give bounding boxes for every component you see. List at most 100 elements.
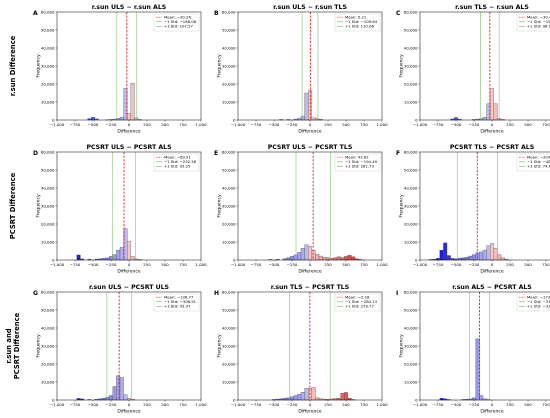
y-tick-label: 50,000: [222, 27, 236, 32]
x-axis-label: Difference: [298, 269, 321, 275]
y-tick-label: 0: [233, 117, 236, 122]
legend-entry: +1 Std: 98.90: [527, 24, 550, 29]
legend-entry: +1 Std: 281.73: [345, 164, 374, 169]
row-label-combined-line2: PCSRT Difference: [13, 312, 21, 379]
histogram-bar: [493, 248, 498, 261]
panel-letter: F: [396, 150, 400, 157]
histogram-bar: [333, 257, 338, 261]
legend-entry: Mean: −2.18: [345, 294, 370, 299]
y-tick-label: 0: [233, 257, 236, 262]
y-tick-label: 30,000: [404, 63, 418, 68]
histogram-bar: [322, 256, 327, 261]
x-tick-label: 0: [128, 262, 131, 267]
y-tick-label: 60,000: [41, 289, 55, 294]
x-tick-label: 0: [128, 402, 131, 407]
y-tick-label: 30,000: [41, 343, 55, 348]
y-tick-label: 0: [415, 257, 418, 262]
y-tick-label: 20,000: [222, 361, 236, 366]
histogram-bar: [300, 115, 305, 121]
legend-entry: −1 Std: −284.13: [345, 299, 378, 304]
histogram-bar: [326, 257, 330, 261]
x-axis-label: Difference: [480, 269, 503, 275]
histogram-bar: [344, 392, 348, 401]
x-tick-label: 0: [491, 122, 494, 127]
x-tick-label: −1,000: [50, 402, 65, 407]
y-tick-label: 50,000: [222, 307, 236, 312]
y-tick-label: 40,000: [404, 185, 418, 190]
y-tick-label: 50,000: [41, 27, 55, 32]
histogram-bar: [119, 377, 124, 401]
histogram-bar: [300, 248, 305, 261]
x-tick-label: −500: [88, 402, 99, 407]
histogram-bar: [475, 338, 480, 401]
legend-entry: Mean: −30.26: [164, 14, 191, 19]
y-tick-label: 10,000: [404, 99, 418, 104]
legend-entry: −1 Std: −109.64: [345, 19, 378, 24]
y-tick-label: 40,000: [404, 45, 418, 50]
histogram-bar: [439, 398, 444, 401]
y-tick-label: 20,000: [222, 221, 236, 226]
histogram-bar: [315, 397, 320, 401]
histogram-bar: [486, 245, 491, 261]
x-axis-label: Difference: [298, 129, 321, 135]
histogram-bar: [336, 398, 341, 401]
panel-letter: C: [396, 10, 401, 17]
histogram-bar: [347, 398, 352, 401]
x-tick-label: −1,000: [413, 402, 428, 407]
x-tick-label: 500: [161, 262, 169, 267]
legend-entry: Mean: 43.62: [345, 154, 369, 159]
x-tick-label: −750: [251, 402, 262, 407]
legend-entry: +1 Std: −32.24: [527, 304, 550, 309]
histogram-bar: [461, 257, 466, 261]
x-tick-label: 750: [179, 402, 187, 407]
x-tick-label: 250: [324, 402, 332, 407]
legend-entry: Mean: −69.51: [164, 154, 191, 159]
legend-entry: −1 Std: −168.08: [164, 19, 197, 24]
y-axis-label: Frequency: [217, 194, 223, 218]
y-tick-label: 30,000: [404, 203, 418, 208]
y-tick-label: 20,000: [404, 221, 418, 226]
y-tick-label: 50,000: [404, 167, 418, 172]
histogram-bar: [468, 255, 473, 261]
legend-entry: +1 Std: 33.37: [164, 304, 191, 309]
legend-entry: Mean: −30.47: [527, 14, 550, 19]
y-tick-label: 30,000: [404, 343, 418, 348]
histogram-bar: [293, 395, 298, 401]
y-tick-label: 0: [415, 397, 418, 402]
y-tick-label: 40,000: [222, 325, 236, 330]
histogram-bar: [490, 88, 494, 121]
histogram-bar: [134, 117, 139, 121]
x-tick-label: 0: [128, 122, 131, 127]
legend-entry: Mean: −173.14: [527, 294, 550, 299]
legend-entry: +1 Std: 74.84: [527, 164, 550, 169]
legend-box: [153, 13, 200, 32]
legend-entry: −1 Std: −482.93: [527, 159, 550, 164]
y-tick-label: 20,000: [41, 221, 55, 226]
histogram-bar: [347, 255, 352, 261]
x-tick-label: 750: [179, 122, 187, 127]
x-tick-label: 500: [161, 402, 169, 407]
row-label-rsun: r.sun Difference: [9, 35, 17, 96]
x-tick-label: −500: [269, 262, 280, 267]
histogram-bar: [446, 255, 451, 261]
x-tick-label: −500: [269, 402, 280, 407]
histogram-panel-d: PCSRT ULS − PCSRT ALS D −1,000 −750 −500 −250…: [33, 144, 207, 275]
histogram-bar: [112, 386, 117, 401]
x-tick-label: 250: [324, 122, 332, 127]
histogram-bar: [311, 387, 316, 401]
x-tick-label: −1,000: [413, 262, 428, 267]
x-tick-label: 750: [360, 402, 368, 407]
x-tick-label: 750: [542, 262, 550, 267]
panel-title: r.sun TLS − r.sun ALS: [455, 4, 529, 11]
histogram-panel-b: r.sun ULS − r.sun TLS B −1,000 −750 −500 −250…: [214, 4, 388, 135]
x-tick-label: −500: [88, 262, 99, 267]
panel-title: r.sun ULS − PCSRT ULS: [89, 284, 169, 291]
x-tick-label: 1,000: [195, 262, 207, 267]
x-tick-label: −750: [433, 122, 444, 127]
x-tick-label: 250: [143, 402, 151, 407]
x-tick-label: −750: [433, 262, 444, 267]
panel-title: r.sun ULS − r.sun TLS: [273, 4, 347, 11]
x-tick-label: 500: [524, 262, 532, 267]
y-tick-label: 50,000: [222, 167, 236, 172]
x-tick-label: 0: [309, 122, 312, 127]
